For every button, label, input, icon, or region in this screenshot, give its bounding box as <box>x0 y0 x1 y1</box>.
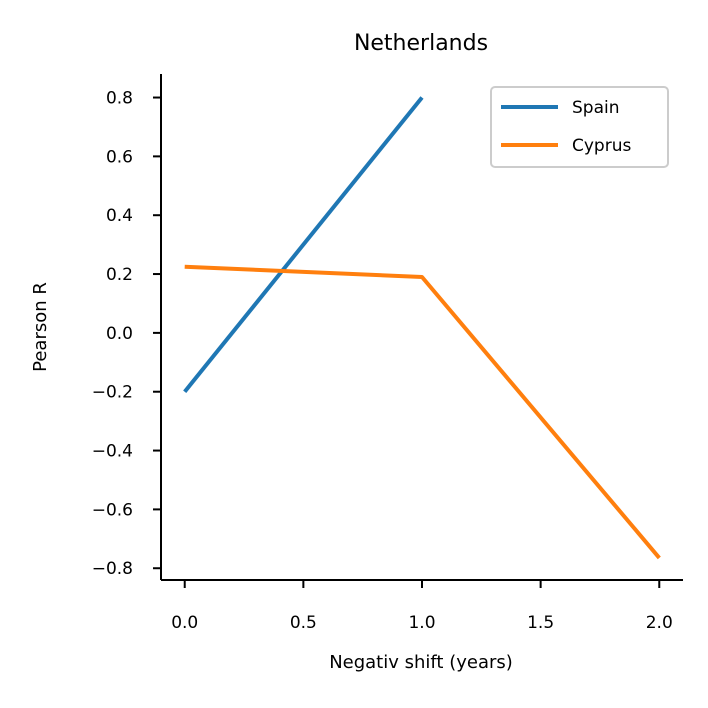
y-tick-label: −0.6 <box>92 500 133 520</box>
y-axis-label: Pearson R <box>30 282 51 372</box>
y-tick-label: −0.4 <box>92 442 133 462</box>
y-tick-label: −0.2 <box>92 383 133 403</box>
y-tick-label: 0.4 <box>106 206 133 226</box>
series-line-spain <box>183 96 424 393</box>
x-tick-label: 1.0 <box>408 613 435 633</box>
series-line-cyprus <box>184 264 661 560</box>
y-tick-label: 0.6 <box>106 147 133 167</box>
plot-area <box>183 96 661 560</box>
x-tick-label: 0.0 <box>171 613 198 633</box>
y-tick-label: 0.8 <box>106 89 133 109</box>
y-tick-label: 0.0 <box>106 324 133 344</box>
x-axis-label: Negativ shift (years) <box>329 652 513 673</box>
y-tick-label: −0.8 <box>92 559 133 579</box>
x-tick-label: 1.5 <box>527 613 554 633</box>
legend-label-cyprus: Cyprus <box>572 136 631 156</box>
x-tick-label: 2.0 <box>646 613 673 633</box>
y-axis-ticks: 0.8 0.6 0.4 0.2 0.0 −0.2 −0.4 −0.6 −0.8 <box>92 89 161 579</box>
legend: Spain Cyprus <box>490 86 669 168</box>
x-axis-ticks: 0.0 0.5 1.0 1.5 2.0 <box>171 580 673 633</box>
y-tick-label: 0.2 <box>106 265 133 285</box>
legend-label-spain: Spain <box>572 98 620 118</box>
x-tick-label: 0.5 <box>290 613 317 633</box>
chart-title: Netherlands <box>354 31 488 56</box>
